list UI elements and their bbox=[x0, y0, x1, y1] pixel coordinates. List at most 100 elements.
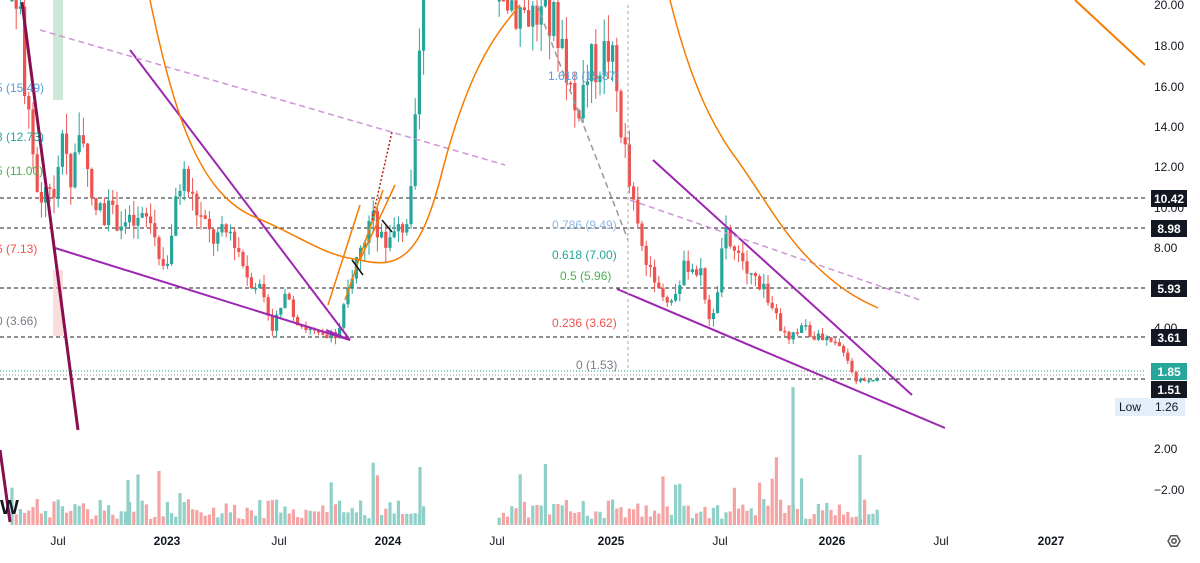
price-badges: 10.42 8.98 5.93 3.61 1.85 1.51 Low 1.26 bbox=[1115, 190, 1187, 416]
candle-body bbox=[825, 337, 829, 341]
candle-body bbox=[220, 224, 224, 233]
price-badge bbox=[1151, 381, 1187, 398]
candle-body bbox=[338, 327, 342, 339]
volume-bar bbox=[388, 502, 392, 525]
volume-bar bbox=[279, 512, 283, 525]
x-tick-label: Jul bbox=[712, 534, 727, 548]
candle-body bbox=[182, 168, 186, 191]
volume-bar bbox=[31, 506, 35, 525]
channel-line bbox=[359, 184, 396, 261]
candle-body bbox=[241, 251, 245, 266]
volume-bar bbox=[615, 508, 619, 525]
volume-bar bbox=[716, 505, 720, 525]
y-tick-label: 18.00 bbox=[1154, 39, 1184, 53]
channel-line bbox=[351, 259, 364, 276]
settings-icon[interactable] bbox=[1167, 535, 1181, 547]
volume-bar bbox=[842, 514, 846, 525]
volume-bar bbox=[644, 505, 648, 525]
volume-bar bbox=[178, 493, 182, 525]
volume-bar bbox=[686, 505, 690, 525]
fib-label-right: 0.236 (3.62) bbox=[552, 316, 617, 330]
candle-body bbox=[140, 212, 144, 218]
volume-bar bbox=[783, 512, 787, 525]
x-tick-label: 2025 bbox=[598, 534, 625, 548]
fib-label-left: 5 (15.49) bbox=[0, 81, 44, 95]
volume-bar bbox=[539, 505, 543, 525]
volume-bar bbox=[69, 510, 73, 525]
projection-line bbox=[371, 131, 393, 221]
candle-body bbox=[144, 212, 148, 217]
candle-body bbox=[123, 222, 127, 227]
volume-bar bbox=[787, 505, 791, 525]
volume-bar bbox=[191, 509, 195, 525]
y-tick-label: −2.00 bbox=[1154, 483, 1185, 497]
volume-bar bbox=[711, 507, 715, 525]
fib-label-right: 0.786 (9.49) bbox=[552, 218, 617, 232]
candle-body bbox=[249, 277, 253, 289]
volume-bar bbox=[220, 513, 224, 525]
volume-spike bbox=[791, 387, 795, 525]
volume-bar bbox=[804, 518, 808, 525]
candle-body bbox=[753, 273, 757, 277]
volume-bar bbox=[510, 506, 514, 525]
volume-bar bbox=[342, 512, 346, 525]
volume-bar bbox=[779, 499, 783, 525]
price-badge bbox=[1151, 190, 1187, 207]
volume-bar bbox=[611, 499, 615, 525]
candle-body bbox=[165, 264, 169, 266]
price-badge-label: 3.61 bbox=[1157, 331, 1181, 345]
candle-body bbox=[161, 258, 165, 266]
volume-bar bbox=[531, 505, 535, 525]
candle-body bbox=[228, 231, 232, 234]
candle-body bbox=[199, 215, 203, 217]
volume-bar bbox=[94, 515, 98, 525]
volume-bar bbox=[602, 518, 606, 525]
price-badge bbox=[1151, 280, 1187, 297]
volume-bar bbox=[556, 503, 560, 525]
candle-body bbox=[77, 135, 81, 153]
volume-bar bbox=[81, 503, 85, 525]
volume-bar bbox=[52, 501, 56, 525]
volume-bar bbox=[674, 484, 678, 525]
candle-body bbox=[821, 333, 825, 341]
candle-body bbox=[405, 224, 409, 233]
y-tick-label: 14.00 bbox=[1154, 120, 1184, 134]
volume-bar bbox=[527, 517, 531, 525]
volume-bar bbox=[522, 501, 526, 525]
candle-body bbox=[648, 264, 652, 267]
candle-body bbox=[81, 135, 85, 144]
volume-bar bbox=[720, 518, 724, 525]
candle-body bbox=[111, 200, 115, 205]
candle-body bbox=[321, 332, 325, 335]
volume-bar bbox=[871, 513, 875, 525]
candle-body bbox=[245, 265, 249, 278]
volume-bar bbox=[14, 514, 18, 525]
candle-body bbox=[833, 341, 837, 344]
volume-bar bbox=[648, 516, 652, 525]
candle-body bbox=[52, 188, 56, 198]
candle-body bbox=[39, 191, 43, 203]
volume-bar bbox=[863, 499, 867, 525]
x-axis: Jul 2023 Jul 2024 Jul 2025 Jul 2026 Jul 2027 bbox=[50, 534, 1064, 548]
volume-bar bbox=[422, 506, 426, 525]
volume-bar bbox=[396, 500, 400, 525]
candle-body bbox=[787, 331, 791, 340]
volume-bar bbox=[497, 517, 501, 525]
candle-body bbox=[627, 144, 631, 187]
volume-bar bbox=[207, 514, 211, 525]
candle-body bbox=[716, 292, 720, 314]
candle-body bbox=[804, 325, 808, 327]
candle-body bbox=[514, 0, 518, 29]
dashed-trendline bbox=[629, 199, 921, 301]
volume-bar bbox=[375, 475, 379, 525]
volume-bar bbox=[808, 518, 812, 525]
candle-body bbox=[644, 245, 648, 265]
candle-body bbox=[497, 0, 501, 2]
volume-bar bbox=[174, 516, 178, 525]
volume-bar bbox=[598, 511, 602, 525]
volume-bar bbox=[669, 514, 673, 525]
ma-line-right bbox=[1074, 0, 1146, 66]
volume-spike bbox=[858, 455, 862, 525]
candle-body bbox=[346, 287, 350, 305]
